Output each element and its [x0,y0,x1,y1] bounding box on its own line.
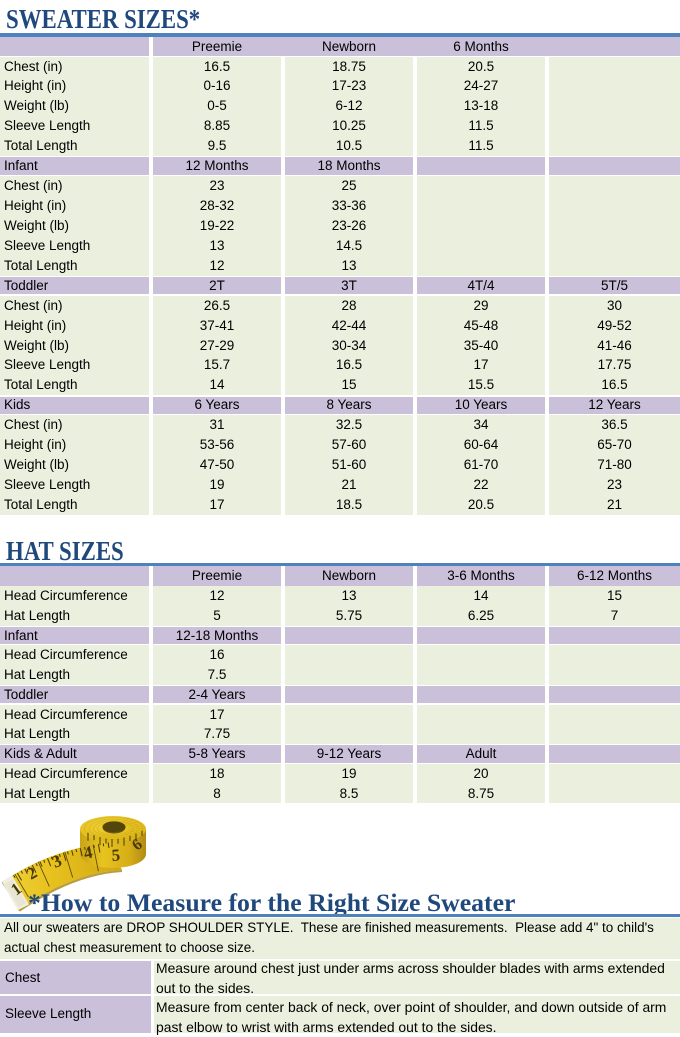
svg-text:5: 5 [111,845,121,865]
